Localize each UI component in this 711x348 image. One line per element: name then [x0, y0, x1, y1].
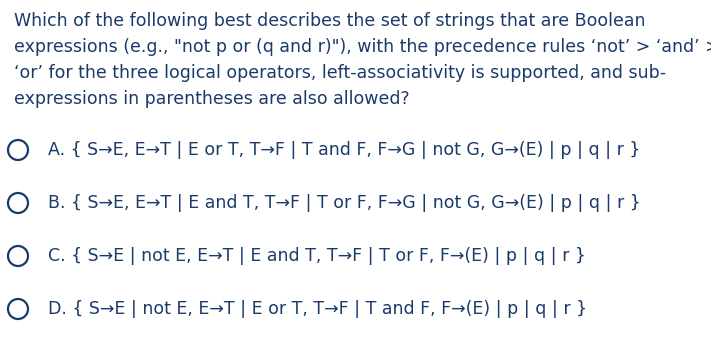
Text: expressions (e.g., "not p or (q and r)"), with the precedence rules ‘not’ > ‘and: expressions (e.g., "not p or (q and r)")…: [14, 38, 711, 56]
Text: D. { S→E | not E, E→T | E or T, T→F | T and F, F→(E) | p | q | r }: D. { S→E | not E, E→T | E or T, T→F | T …: [48, 300, 587, 318]
Text: C. { S→E | not E, E→T | E and T, T→F | T or F, F→(E) | p | q | r }: C. { S→E | not E, E→T | E and T, T→F | T…: [48, 247, 586, 265]
Text: ‘or’ for the three logical operators, left-associativity is supported, and sub-: ‘or’ for the three logical operators, le…: [14, 64, 666, 82]
Text: Which of the following best describes the set of strings that are Boolean: Which of the following best describes th…: [14, 12, 646, 30]
Text: A. { S→E, E→T | E or T, T→F | T and F, F→G | not G, G→(E) | p | q | r }: A. { S→E, E→T | E or T, T→F | T and F, F…: [48, 141, 641, 159]
Text: B. { S→E, E→T | E and T, T→F | T or F, F→G | not G, G→(E) | p | q | r }: B. { S→E, E→T | E and T, T→F | T or F, F…: [48, 194, 641, 212]
Text: expressions in parentheses are also allowed?: expressions in parentheses are also allo…: [14, 90, 410, 108]
